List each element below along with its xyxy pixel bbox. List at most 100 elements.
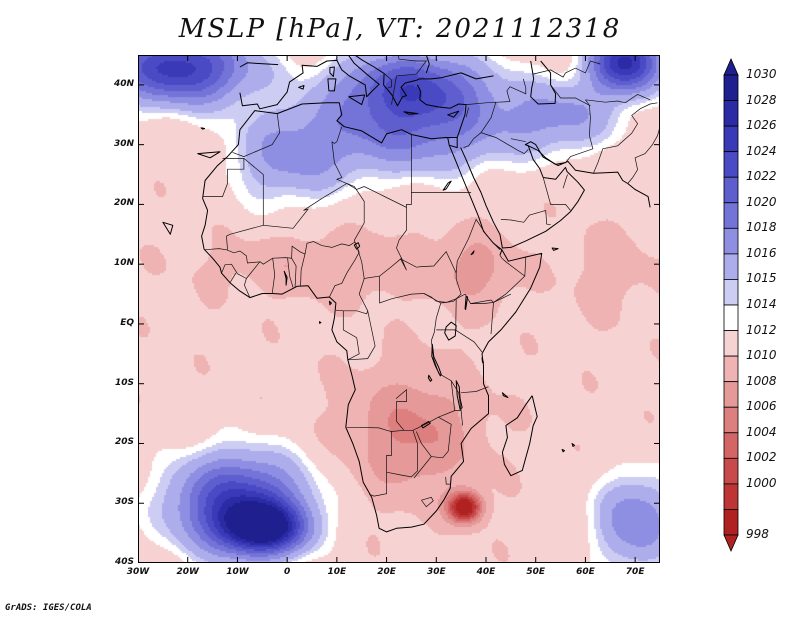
border-segment <box>356 246 402 279</box>
lat-label: EQ <box>120 317 134 328</box>
lon-label: 40E <box>476 567 496 577</box>
border-segment <box>455 238 469 274</box>
lat-label: 20N <box>113 198 134 209</box>
coast-turkey <box>416 84 467 138</box>
comoros <box>501 392 509 398</box>
border-segment <box>533 60 601 78</box>
coast-persian <box>525 144 566 165</box>
coast-balkan <box>354 55 494 107</box>
canary-islands <box>197 151 221 159</box>
coast-bab-el-mandeb <box>499 249 503 256</box>
colorbar-label: 1022 <box>746 169 777 184</box>
lake-mweru <box>427 374 433 382</box>
border-segment <box>550 84 591 107</box>
border-segment <box>416 416 452 459</box>
colorbar-band <box>723 509 739 536</box>
zanzibar <box>481 357 484 364</box>
border-segment <box>493 256 527 303</box>
border-segment <box>383 73 392 89</box>
lon-label: 20W <box>176 567 199 577</box>
border-segment <box>400 250 462 300</box>
border-segment <box>243 158 347 229</box>
colorbar-band <box>723 176 739 204</box>
border-segment <box>461 386 489 394</box>
border-segment <box>627 126 660 184</box>
colorbar-band <box>723 74 739 101</box>
lon-label: 30E <box>426 567 446 577</box>
lat-label: 40S <box>114 557 134 567</box>
border-segment <box>406 192 412 208</box>
map-title: MSLP [hPa], VT: 2021112318 <box>178 14 622 44</box>
colorbar-band <box>723 279 739 306</box>
border-segment <box>436 293 494 335</box>
lon-label: 60E <box>576 567 595 577</box>
colorbar-label: 1018 <box>746 220 777 235</box>
lon-label: 70E <box>625 567 645 577</box>
border-segment <box>593 102 658 174</box>
balearic <box>298 85 305 90</box>
madeira <box>200 127 206 130</box>
border-segment <box>445 476 451 485</box>
lake-kariba <box>420 420 431 429</box>
colorbar-label: 1000 <box>746 475 777 490</box>
lon-label: 20E <box>377 567 396 577</box>
sardinia <box>327 78 337 92</box>
colorbar-label: 1028 <box>746 92 777 107</box>
lake-malawi <box>455 380 463 410</box>
colorbar-band <box>723 483 739 510</box>
colorbar-label: 1012 <box>746 322 777 337</box>
pressure-field-image <box>138 55 660 563</box>
colorbar-band <box>723 151 739 178</box>
colorbar-label: 1015 <box>746 271 777 286</box>
border-segment <box>421 496 434 508</box>
border-segment <box>509 78 527 95</box>
sao-tome <box>319 321 322 324</box>
colorbar-label: 1002 <box>746 450 777 465</box>
colorbar-label: 1004 <box>746 424 777 439</box>
border-segment <box>468 218 501 251</box>
border-segment <box>221 263 251 298</box>
colorbar-band <box>723 253 739 280</box>
colorbar-label: 998 <box>746 527 769 541</box>
colorbar <box>723 58 739 552</box>
colorbar-bottom-arrow <box>723 534 739 552</box>
colorbar-label: 1024 <box>746 143 777 158</box>
cyprus <box>447 110 460 118</box>
border-segment <box>470 293 512 304</box>
colorbar-band <box>723 406 739 434</box>
colorbar-band <box>723 304 739 331</box>
colorbar-band <box>723 125 739 153</box>
lake-tana <box>470 250 475 256</box>
colorbar-band <box>723 227 739 255</box>
lon-label: 10W <box>226 567 249 577</box>
coast-redsea <box>447 137 450 146</box>
colorbar-band <box>723 100 739 127</box>
border-segment <box>465 107 469 118</box>
border-segment <box>480 102 497 133</box>
border-segment <box>347 310 376 361</box>
lon-label: 50E <box>526 567 546 577</box>
border-segment <box>291 258 297 287</box>
border-segment <box>500 209 551 226</box>
lon-label: 30W <box>126 567 150 577</box>
border-segment <box>585 94 651 104</box>
border-segment <box>300 253 306 286</box>
coast-arabia <box>460 141 651 249</box>
border-segment <box>510 138 526 143</box>
colorbar-label: 1020 <box>746 194 777 209</box>
border-segment <box>226 224 264 250</box>
border-segment <box>232 113 281 157</box>
colorbar-top-arrow <box>723 58 739 76</box>
lake-chad <box>353 242 361 250</box>
colorbar-label: 1008 <box>746 373 777 388</box>
sicily <box>348 94 366 106</box>
coast-black <box>425 55 430 74</box>
colorbar-band <box>723 202 739 229</box>
border-segment <box>562 174 568 189</box>
colorbar-band <box>723 457 739 485</box>
border-segment <box>271 258 276 294</box>
lat-label: 30S <box>114 497 134 508</box>
lake-victoria <box>444 321 457 341</box>
lake-tanganyika <box>431 343 442 377</box>
crete <box>403 111 419 115</box>
